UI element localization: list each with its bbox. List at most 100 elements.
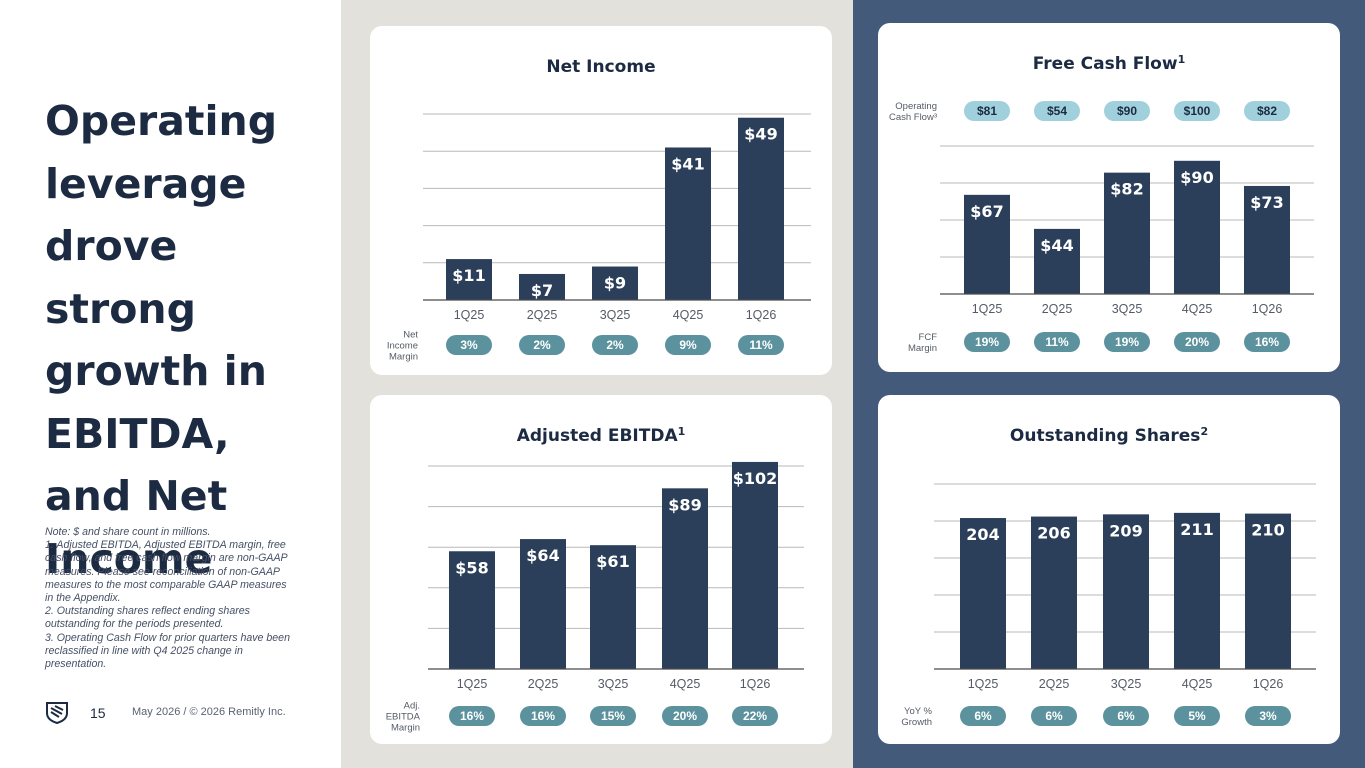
bottom-row-row-label: Net (403, 330, 418, 341)
chart-title: Adjusted EBITDA1 (517, 425, 686, 447)
top-row-pill (964, 101, 1010, 121)
bar-value-label: $89 (668, 495, 701, 514)
bottom-row-pill (449, 706, 495, 726)
bar-value-label: 204 (966, 525, 999, 544)
bottom-row-pill (964, 332, 1010, 352)
bottom-row-pill (590, 706, 636, 726)
bottom-row-pill (1034, 332, 1080, 352)
outstanding-shares-chart: Outstanding Shares2 204 206 209 211 210 1Q25 2Q… (901, 425, 1316, 728)
bar-value-label: $64 (526, 546, 559, 565)
chart-title: Net Income (546, 57, 655, 77)
bottom-row-pill (1174, 332, 1220, 352)
bar-2q25 (1034, 228, 1080, 294)
chart-title: Free Cash Flow1 (1033, 53, 1185, 75)
x-tick-label: 1Q26 (740, 677, 771, 691)
top-row-pill-label: $100 (1184, 104, 1211, 118)
bottom-row-pill-label: 16% (531, 709, 555, 723)
bottom-row-pill-label: 22% (743, 709, 767, 723)
top-row-pill (1244, 101, 1290, 121)
x-tick-label: 3Q25 (1112, 302, 1143, 316)
bar-value-label: $82 (1110, 180, 1143, 199)
bar-1q25 (446, 259, 492, 300)
bottom-row-row-label: YoY % (904, 706, 933, 717)
bar-value-label: $44 (1040, 236, 1073, 255)
x-tick-label: 2Q25 (527, 308, 558, 322)
x-tick-label: 1Q26 (746, 308, 777, 322)
bottom-row-pill-label: 6% (1045, 709, 1063, 723)
bar-value-label: $67 (970, 202, 1003, 221)
top-row-pill-label: $90 (1117, 104, 1137, 118)
page-number: 15 (90, 705, 106, 721)
bottom-row-pill-label: 20% (1185, 335, 1209, 349)
footnote: 1. Adjusted EBITDA, Adjusted EBITDA marg… (45, 539, 288, 605)
chart-card-net-income: Net Income $11 $7 $9 $41 $49 1Q25 2Q25 3Q25 4Q25 1… (370, 26, 832, 375)
x-tick-label: 2Q25 (1042, 302, 1073, 316)
bar-value-label: 209 (1109, 521, 1142, 540)
bar-value-label: $90 (1180, 168, 1213, 187)
x-tick-label: 1Q25 (454, 308, 485, 322)
bar-2q25 (520, 539, 566, 669)
bottom-row-pill-label: 11% (749, 338, 773, 352)
x-tick-label: 1Q25 (968, 677, 999, 691)
bottom-row-pill-label: 2% (606, 338, 624, 352)
bar-value-label: $73 (1250, 193, 1283, 212)
x-tick-label: 3Q25 (600, 308, 631, 322)
bar-value-label: $61 (596, 552, 629, 571)
free-cash-flow-chart: Free Cash Flow1 $67 $44 $82 $90 $73 1Q25 2Q25 3Q… (889, 53, 1314, 354)
bottom-row-pill (738, 335, 784, 355)
bar-value-label: $11 (452, 266, 485, 285)
x-tick-label: 4Q25 (1182, 677, 1213, 691)
x-tick-label: 1Q26 (1252, 302, 1283, 316)
footnote: 3. Operating Cash Flow for prior quarter… (45, 631, 290, 671)
bar-value-label: $49 (744, 125, 777, 144)
bottom-row-row-label: Growth (901, 717, 932, 728)
bar-1q26 (738, 117, 784, 300)
x-tick-label: 1Q26 (1253, 677, 1284, 691)
bar-2q25 (1031, 516, 1077, 669)
title-superscript: 2 (1200, 425, 1208, 438)
bar-2q25 (519, 273, 565, 300)
bottom-row-row-label: EBITDA (386, 712, 421, 723)
bottom-row-pill-label: 9% (679, 338, 697, 352)
bottom-row-row-label: FCF (919, 332, 938, 343)
top-row-row-label: Cash Flow³ (889, 112, 937, 123)
bar-1q25 (449, 551, 495, 669)
bottom-row-pill-label: 2% (533, 338, 551, 352)
x-tick-label: 2Q25 (1039, 677, 1070, 691)
top-row-pill-label: $82 (1257, 104, 1277, 118)
bottom-row-pill-label: 6% (974, 709, 992, 723)
chart-card-adjusted-ebitda: Adjusted EBITDA1 $58 $64 $61 $89 $102 1Q25 2Q25… (370, 395, 832, 744)
bottom-row-pill-label: 3% (1259, 709, 1277, 723)
bar-value-label: $7 (531, 281, 553, 300)
bar-value-label: 210 (1251, 521, 1284, 540)
bar-value-label: 211 (1180, 520, 1213, 539)
bottom-row-pill-label: 20% (673, 709, 697, 723)
bottom-row-pill (1103, 706, 1149, 726)
bar-1q25 (960, 518, 1006, 669)
bar-value-label: 206 (1037, 524, 1070, 543)
bottom-row-pill-label: 16% (1255, 335, 1279, 349)
bar-1q25 (964, 194, 1010, 294)
title-superscript: 1 (678, 425, 686, 438)
bar-3q25 (1104, 172, 1150, 294)
top-row-pill-label: $81 (977, 104, 997, 118)
bottom-row-pill (520, 706, 566, 726)
bar-4q25 (1174, 160, 1220, 294)
x-tick-label: 4Q25 (1182, 302, 1213, 316)
bar-3q25 (590, 545, 636, 669)
bottom-row-pill (732, 706, 778, 726)
bottom-row-pill (519, 335, 565, 355)
bottom-row-row-label: Income (387, 341, 418, 352)
bottom-row-pill-label: 15% (601, 709, 625, 723)
top-row-row-label: Operating (895, 101, 937, 112)
bar-1q26 (1245, 513, 1291, 669)
bottom-row-pill-label: 3% (460, 338, 478, 352)
bottom-row-row-label: Margin (908, 343, 937, 354)
top-row-pill (1034, 101, 1080, 121)
bottom-row-pill (662, 706, 708, 726)
bottom-row-pill-label: 16% (460, 709, 484, 723)
x-tick-label: 4Q25 (673, 308, 704, 322)
bottom-row-pill (446, 335, 492, 355)
adjusted-ebitda-chart: Adjusted EBITDA1 $58 $64 $61 $89 $102 1Q25 2Q25… (386, 425, 804, 734)
bottom-row-pill (1244, 332, 1290, 352)
